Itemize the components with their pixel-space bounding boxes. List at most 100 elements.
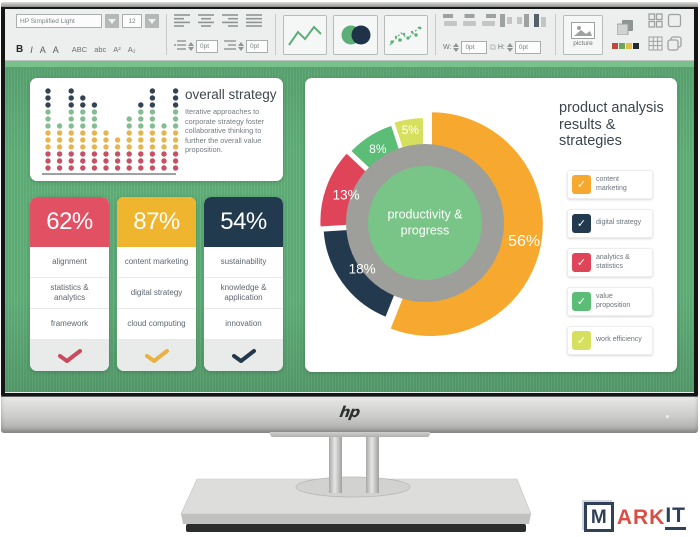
lowercase-button[interactable]: abc	[94, 45, 107, 54]
arrange-top-left-icon[interactable]	[443, 14, 458, 32]
monitor-top-bezel	[1, 2, 698, 7]
stand-mount	[270, 432, 430, 437]
line-spacing-field[interactable]: 0pt	[196, 39, 218, 53]
stat-value: 62%	[30, 197, 109, 247]
markit-ark: ARK	[616, 505, 666, 529]
align-right-icon[interactable]	[222, 14, 238, 32]
color-palette-icon[interactable]	[612, 43, 639, 49]
donut-chart[interactable]: productivity & progress 56% 18% 13% 8% 5%	[305, 78, 555, 370]
arrange-top-right-icon[interactable]	[481, 14, 496, 32]
uppercase-button[interactable]: ABC	[71, 45, 88, 54]
stand-column	[366, 437, 379, 493]
font-family-dropdown[interactable]	[105, 14, 119, 28]
legend-label: work efficiency	[596, 336, 642, 344]
check-icon: ✓	[572, 331, 591, 350]
font-color-button[interactable]: A	[39, 44, 46, 55]
grid-3x3-layout-button[interactable]	[648, 36, 664, 56]
pie-slice-label: 8%	[369, 141, 387, 156]
shape-fill-icon[interactable]	[616, 20, 635, 40]
line-spacing-stepper[interactable]	[188, 39, 194, 54]
stat-item: knowledge & application	[204, 278, 283, 309]
height-field[interactable]: 0pt	[514, 41, 541, 54]
stat-value: 87%	[117, 197, 196, 247]
legend-label: analytics & statistics	[596, 254, 630, 270]
check-icon: ✓	[572, 292, 591, 311]
legend-item[interactable]: ✓ analytics & statistics	[567, 248, 653, 277]
stat-card[interactable]: 54% sustainability knowledge & applicati…	[204, 197, 283, 371]
pie-slice-label: 5%	[401, 123, 419, 138]
slide-canvas: overall strategy Iterative approaches to…	[5, 61, 694, 392]
dot-matrix-chart	[42, 88, 179, 175]
font-family-field[interactable]: HP Simplified Light	[16, 14, 102, 28]
toolbar-insert-section: picture	[556, 13, 690, 56]
pie-center-label: productivity & progress	[387, 207, 463, 237]
legend-item[interactable]: ✓ digital strategy	[567, 209, 653, 238]
analysis-title: product analysis results & strategies	[559, 100, 664, 150]
subscript-button[interactable]: A₂	[127, 45, 136, 54]
indent-icon[interactable]	[224, 37, 236, 55]
indent-field[interactable]: 0pt	[246, 39, 268, 53]
line-spacing-icon[interactable]	[174, 37, 186, 55]
check-icon: ✓	[572, 175, 591, 194]
picture-label: picture	[573, 40, 593, 47]
pie-chart-svg	[318, 110, 545, 339]
check-icon	[30, 340, 109, 371]
toolbar-font-section: HP Simplified Light 12 B I A A ABC abc A…	[9, 14, 167, 55]
legend-label: digital strategy	[596, 219, 642, 227]
stat-value: 54%	[204, 197, 283, 247]
legend-label: content marketing	[596, 176, 627, 192]
hp-logo: hp	[338, 403, 361, 421]
width-field[interactable]: 0pt	[461, 41, 488, 54]
grid-2x2-layout-button[interactable]	[648, 13, 664, 33]
power-led-icon	[666, 415, 669, 418]
single-frame-button[interactable]	[667, 13, 683, 33]
superscript-button[interactable]: A²	[113, 45, 121, 54]
align-justify-icon[interactable]	[246, 14, 262, 32]
legend-item[interactable]: ✓ value proposition	[567, 287, 653, 316]
indent-stepper[interactable]	[238, 39, 244, 54]
app-toolbar: HP Simplified Light 12 B I A A ABC abc A…	[5, 9, 694, 61]
align-objects-left-icon[interactable]	[500, 14, 513, 32]
markit-it: IT	[665, 505, 686, 530]
font-size-field[interactable]: 12	[122, 14, 142, 28]
monitor-screen: HP Simplified Light 12 B I A A ABC abc A…	[1, 7, 698, 396]
venn-diagram-button[interactable]	[333, 14, 378, 55]
align-center-icon[interactable]	[198, 14, 214, 32]
venn-diagram-icon	[341, 25, 371, 44]
height-stepper[interactable]	[506, 40, 513, 55]
align-left-icon[interactable]	[174, 14, 190, 32]
align-objects-right-icon[interactable]	[534, 14, 547, 32]
align-objects-middle-icon[interactable]	[517, 14, 530, 32]
legend-item[interactable]: ✓ content marketing	[567, 170, 653, 199]
stat-item: framework	[30, 309, 109, 340]
toolbar-paragraph-section: 0pt 0pt	[167, 14, 276, 55]
check-icon	[117, 340, 196, 371]
overall-strategy-card[interactable]: overall strategy Iterative approaches to…	[30, 78, 283, 181]
arrange-top-center-icon[interactable]	[462, 14, 477, 32]
stat-item: innovation	[204, 309, 283, 340]
check-icon	[204, 340, 283, 371]
stand-column	[329, 437, 342, 493]
stat-card[interactable]: 87% content marketing digital strategy c…	[117, 197, 196, 371]
markit-m: M	[583, 502, 614, 532]
lock-aspect-icon[interactable]: ⧉	[489, 42, 496, 52]
stat-item: digital strategy	[117, 278, 196, 309]
pie-legend: ✓ content marketing ✓ digital strategy ✓…	[567, 170, 653, 365]
legend-item[interactable]: ✓ work efficiency	[567, 326, 653, 355]
duplicate-slides-button[interactable]	[667, 36, 683, 56]
line-chart-button[interactable]	[283, 14, 328, 55]
canvas-top-strip	[5, 61, 694, 67]
stat-item: statistics & analytics	[30, 278, 109, 309]
markit-logo: M ARK IT	[583, 502, 686, 532]
font-size-dropdown[interactable]	[145, 14, 159, 28]
insert-picture-button[interactable]: picture	[563, 14, 603, 55]
donut-center	[368, 166, 482, 280]
highlight-color-button[interactable]: A	[52, 44, 59, 55]
bold-button[interactable]: B	[16, 44, 24, 55]
italic-button[interactable]: I	[30, 44, 33, 55]
analysis-card[interactable]: productivity & progress 56% 18% 13% 8% 5% pr…	[305, 78, 677, 372]
width-stepper[interactable]	[453, 40, 460, 55]
monitor-base	[180, 476, 532, 532]
stat-card[interactable]: 62% alignment statistics & analytics fra…	[30, 197, 109, 371]
scatter-chart-button[interactable]	[383, 14, 428, 55]
